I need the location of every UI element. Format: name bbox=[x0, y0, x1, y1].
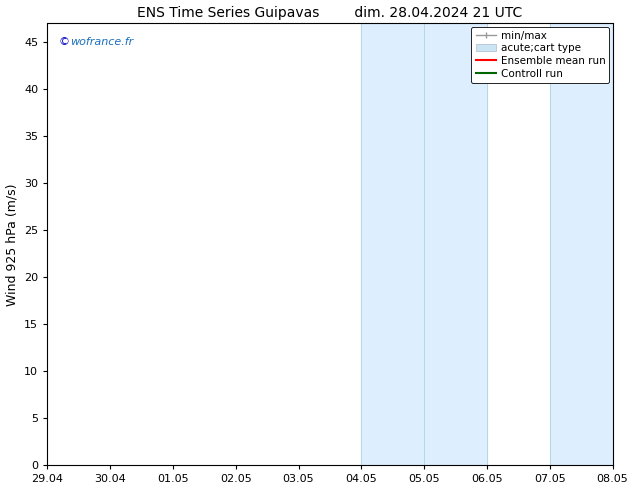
Text: wofrance.fr: wofrance.fr bbox=[70, 37, 133, 47]
Legend: min/max, acute;cart type, Ensemble mean run, Controll run: min/max, acute;cart type, Ensemble mean … bbox=[471, 26, 609, 83]
Bar bbox=[550, 24, 612, 465]
Bar bbox=[361, 24, 487, 465]
Y-axis label: Wind 925 hPa (m/s): Wind 925 hPa (m/s) bbox=[6, 183, 18, 306]
Title: ENS Time Series Guipavas        dim. 28.04.2024 21 UTC: ENS Time Series Guipavas dim. 28.04.2024… bbox=[138, 5, 522, 20]
Text: ©: © bbox=[58, 37, 70, 47]
